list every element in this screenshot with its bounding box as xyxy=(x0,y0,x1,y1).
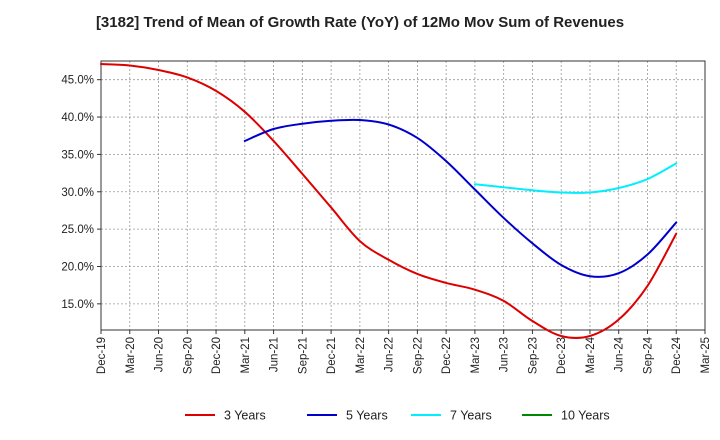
x-tick-label: Sep-20 xyxy=(182,337,194,374)
y-tick-label: 30.0% xyxy=(61,187,94,199)
y-tick-label: 35.0% xyxy=(61,149,94,161)
x-tick-label: Mar-21 xyxy=(240,337,252,373)
legend-label-5-years: 5 Years xyxy=(346,409,388,423)
series-lines xyxy=(100,62,678,339)
x-tick-label: Jun-24 xyxy=(614,336,626,372)
x-tick-label: Jun-20 xyxy=(154,337,166,372)
series-line-7-years xyxy=(473,162,678,194)
legend-label-10-years: 10 Years xyxy=(561,409,610,423)
x-tick-label: Dec-21 xyxy=(326,337,338,374)
x-tick-label: Sep-24 xyxy=(642,336,654,374)
y-tick-label: 15.0% xyxy=(61,299,94,311)
y-tick-label: 45.0% xyxy=(61,75,94,87)
x-tick-label: Jun-21 xyxy=(269,337,281,372)
plot-frame xyxy=(100,60,706,331)
x-tick-label: Mar-22 xyxy=(355,337,367,373)
x-tick-label: Jun-22 xyxy=(384,337,396,372)
legend-label-7-years: 7 Years xyxy=(450,409,492,423)
axes: 15.0% 20.0% 25.0% 30.0% 35.0% 40.0% 45.0% Dec-1… xyxy=(61,75,712,374)
x-tick-label: Dec-23 xyxy=(556,337,568,374)
x-tick-label: Mar-25 xyxy=(700,337,712,373)
y-tick-label: 20.0% xyxy=(61,261,94,273)
plot-background xyxy=(101,61,705,330)
x-tick-label: Sep-21 xyxy=(297,337,309,374)
x-tick-label: Dec-22 xyxy=(441,337,453,374)
x-tick-label: Mar-24 xyxy=(585,336,597,373)
x-tick-label: Jun-23 xyxy=(499,337,511,372)
x-tick-label: Dec-19 xyxy=(96,337,108,374)
x-tick-label: Sep-23 xyxy=(527,337,539,374)
y-tick-label: 25.0% xyxy=(61,224,94,236)
y-tick-label: 40.0% xyxy=(61,112,94,124)
legend-label-3-years: 3 Years xyxy=(224,409,266,423)
x-tick-label: Dec-24 xyxy=(671,336,683,374)
legend: 3 Years 5 Years 7 Years 10 Years xyxy=(185,409,610,423)
x-tick-label: Sep-22 xyxy=(412,337,424,374)
chart-title: [3182] Trend of Mean of Growth Rate (YoY… xyxy=(95,14,625,31)
series-line-3-years xyxy=(100,62,678,339)
x-tick-label: Mar-23 xyxy=(470,337,482,373)
x-tick-label: Mar-20 xyxy=(125,337,137,373)
series-line-5-years xyxy=(243,118,678,278)
x-tick-label: Dec-20 xyxy=(211,337,223,374)
